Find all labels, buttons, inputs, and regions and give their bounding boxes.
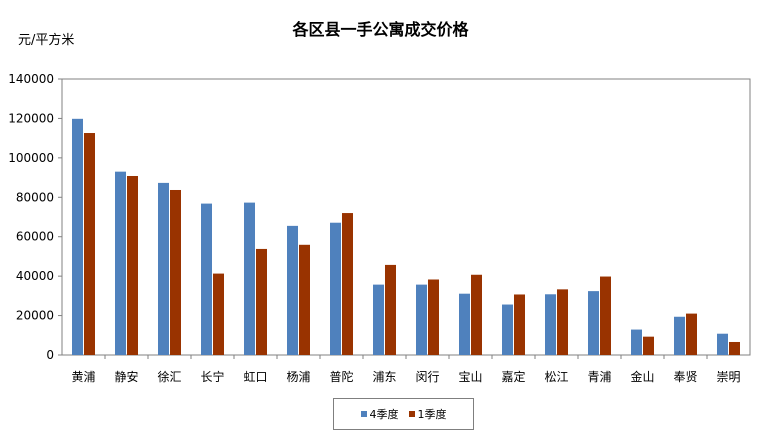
bar-4季度-黄浦 (72, 118, 83, 355)
bar-1季度-虹口 (256, 248, 267, 355)
y-tick-label: 100000 (8, 151, 54, 165)
y-tick-label: 40000 (16, 269, 54, 283)
x-category-label: 宝山 (458, 370, 482, 384)
legend-swatch-series-1 (408, 411, 415, 417)
bar-1季度-金山 (643, 336, 654, 355)
x-category-label: 崇明 (716, 370, 740, 384)
bar-1季度-崇明 (729, 341, 740, 355)
bar-4季度-杨浦 (287, 225, 298, 355)
bar-1季度-黄浦 (84, 133, 95, 355)
y-tick-label: 140000 (8, 72, 54, 86)
y-tick-label: 60000 (16, 230, 54, 244)
x-category-label: 徐汇 (157, 369, 181, 384)
y-tick-label: 20000 (16, 309, 54, 323)
bar-4季度-金山 (631, 329, 642, 355)
x-category-label: 浦东 (372, 370, 396, 384)
bar-1季度-徐汇 (170, 189, 181, 355)
bar-4季度-宝山 (459, 293, 470, 355)
bar-4季度-松江 (545, 294, 556, 355)
x-category-label: 松江 (544, 370, 568, 384)
bar-4季度-奉贤 (674, 316, 685, 355)
bar-4季度-虹口 (244, 202, 255, 355)
legend: 4季度 1季度 (333, 398, 474, 430)
bar-4季度-青浦 (588, 291, 599, 355)
bar-1季度-杨浦 (299, 244, 310, 355)
legend-swatch-series-0 (360, 411, 367, 417)
y-tick-label: 80000 (16, 190, 54, 204)
bar-4季度-长宁 (201, 203, 212, 355)
bar-1季度-宝山 (471, 274, 482, 355)
bar-1季度-普陀 (342, 213, 353, 355)
bar-4季度-崇明 (717, 333, 728, 355)
x-category-label: 嘉定 (501, 369, 525, 384)
bar-4季度-嘉定 (502, 304, 513, 355)
bar-1季度-青浦 (600, 276, 611, 355)
legend-label-series-0: 4季度 (369, 408, 399, 421)
x-category-label: 杨浦 (286, 369, 310, 384)
x-category-label: 普陀 (329, 369, 353, 384)
bar-1季度-嘉定 (514, 294, 525, 355)
x-category-label: 奉贤 (673, 370, 697, 384)
bar-1季度-静安 (127, 175, 138, 355)
legend-item-series-1: 1季度 (408, 406, 447, 422)
chart-title: 各区县一手公寓成交价格 (292, 20, 469, 39)
x-category-label: 虹口 (243, 370, 267, 384)
bar-1季度-松江 (557, 289, 568, 355)
bar-1季度-长宁 (213, 273, 224, 355)
legend-item-series-0: 4季度 (360, 406, 399, 422)
y-axis-unit-label: 元/平方米 (18, 33, 75, 48)
bar-1季度-奉贤 (686, 313, 697, 355)
x-category-label: 黄浦 (71, 370, 95, 384)
y-tick-label: 0 (46, 348, 54, 362)
bar-4季度-普陀 (330, 222, 341, 355)
bar-4季度-闵行 (416, 284, 427, 355)
bar-1季度-闵行 (428, 279, 439, 355)
x-category-label: 长宁 (200, 369, 224, 384)
bar-4季度-浦东 (373, 284, 384, 355)
x-category-label: 静安 (114, 369, 138, 384)
bar-1季度-浦东 (385, 264, 396, 355)
y-tick-label: 120000 (8, 111, 54, 125)
bar-4季度-徐汇 (158, 182, 169, 355)
legend-label-series-1: 1季度 (417, 408, 447, 421)
x-category-label: 金山 (630, 369, 654, 384)
x-category-label: 青浦 (587, 370, 611, 384)
bar-4季度-静安 (115, 171, 126, 355)
x-category-label: 闵行 (415, 369, 439, 384)
